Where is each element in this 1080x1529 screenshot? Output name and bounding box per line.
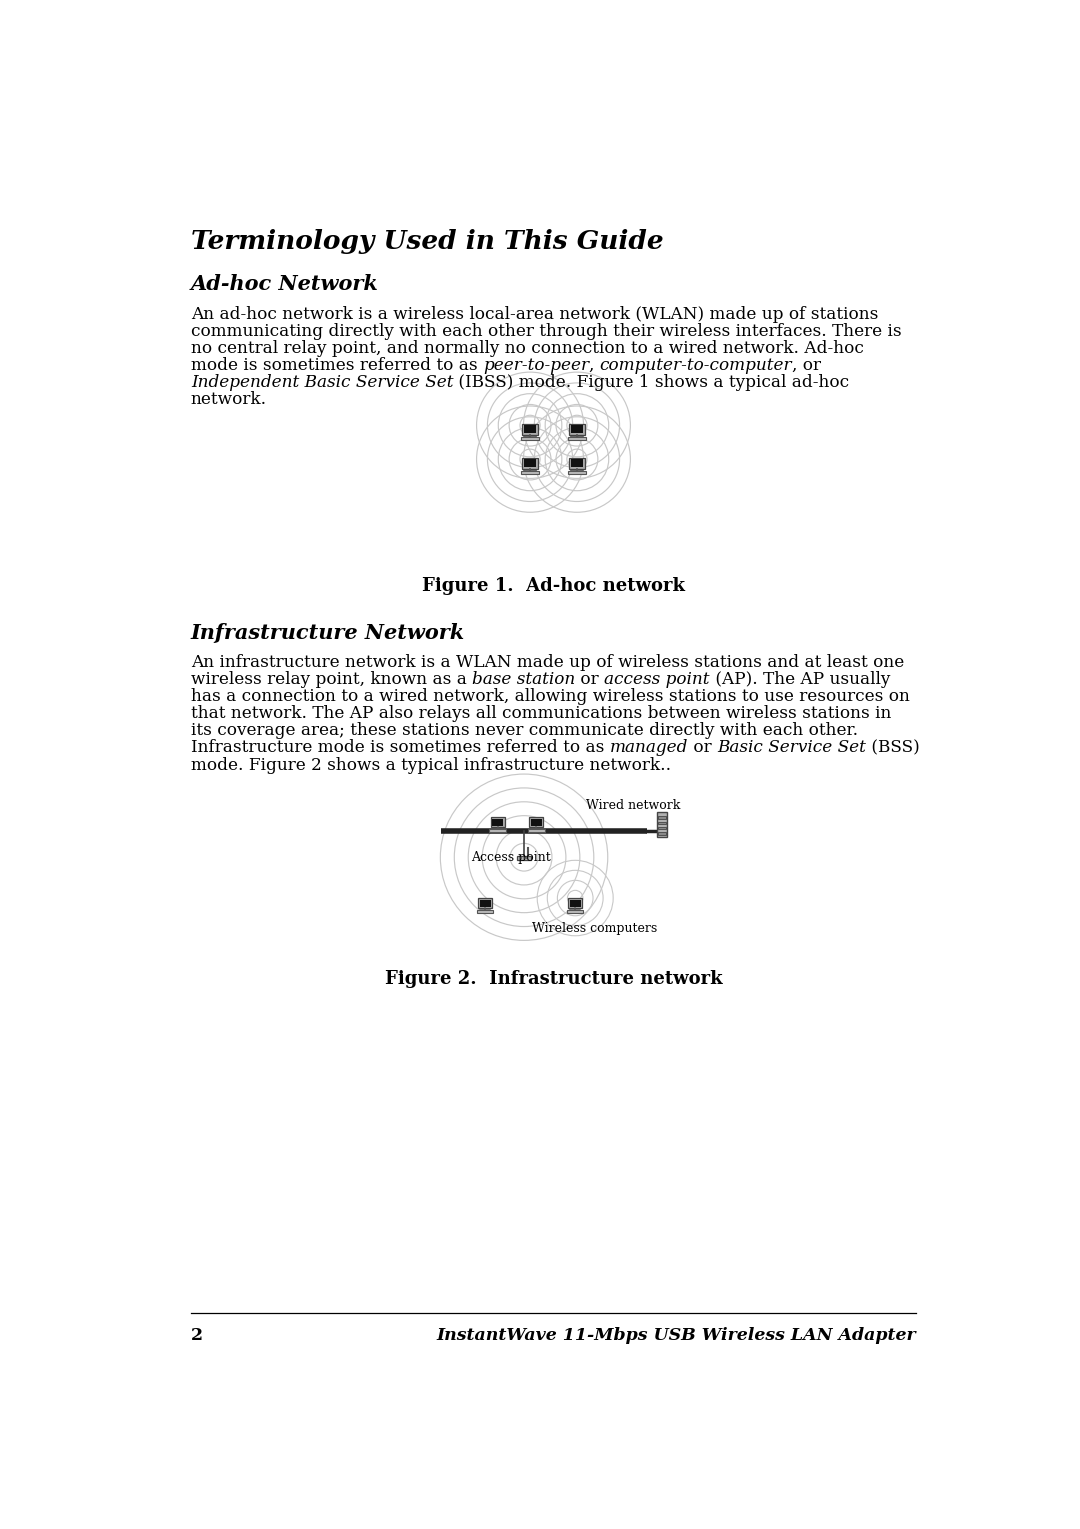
FancyBboxPatch shape: [521, 471, 539, 474]
FancyBboxPatch shape: [658, 832, 666, 835]
FancyBboxPatch shape: [492, 818, 503, 826]
Text: that network. The AP also relays all communications between wireless stations in: that network. The AP also relays all com…: [191, 705, 891, 722]
Text: computer-to-computer: computer-to-computer: [599, 358, 793, 375]
FancyBboxPatch shape: [567, 910, 583, 913]
Text: communicating directly with each other through their wireless interfaces. There : communicating directly with each other t…: [191, 323, 902, 339]
Text: no central relay point, and normally no connection to a wired network. Ad-hoc: no central relay point, and normally no …: [191, 339, 864, 358]
FancyBboxPatch shape: [571, 459, 583, 468]
FancyBboxPatch shape: [658, 821, 666, 824]
Text: Ad-hoc Network: Ad-hoc Network: [191, 274, 379, 294]
Text: Infrastructure mode is sometimes referred to as: Infrastructure mode is sometimes referre…: [191, 740, 609, 757]
Text: has a connection to a wired network, allowing wireless stations to use resources: has a connection to a wired network, all…: [191, 688, 909, 705]
FancyBboxPatch shape: [521, 437, 539, 440]
Text: mode is sometimes referred to as: mode is sometimes referred to as: [191, 358, 483, 375]
FancyBboxPatch shape: [478, 899, 492, 908]
Text: or: or: [688, 740, 717, 757]
Text: InstantWave 11-Mbps USB Wireless LAN Adapter: InstantWave 11-Mbps USB Wireless LAN Ada…: [436, 1327, 916, 1344]
FancyBboxPatch shape: [523, 457, 538, 469]
Text: wireless relay point, known as a: wireless relay point, known as a: [191, 671, 472, 688]
Text: , or: , or: [793, 358, 821, 375]
Text: Wireless computers: Wireless computers: [531, 922, 657, 934]
FancyBboxPatch shape: [568, 437, 586, 440]
Text: or: or: [576, 671, 605, 688]
FancyBboxPatch shape: [571, 425, 583, 433]
Text: ,: ,: [589, 358, 599, 375]
Text: Basic Service Set: Basic Service Set: [717, 740, 866, 757]
Text: (AP). The AP usually: (AP). The AP usually: [710, 671, 890, 688]
Circle shape: [523, 858, 525, 859]
Text: access point: access point: [605, 671, 710, 688]
Text: Wired network: Wired network: [586, 798, 680, 812]
FancyBboxPatch shape: [480, 899, 490, 907]
FancyBboxPatch shape: [568, 899, 582, 908]
Text: managed: managed: [609, 740, 688, 757]
FancyBboxPatch shape: [568, 471, 586, 474]
FancyBboxPatch shape: [490, 816, 504, 827]
Text: network.: network.: [191, 391, 267, 408]
FancyBboxPatch shape: [570, 899, 581, 907]
Text: (IBSS) mode. Figure 1 shows a typical ad-hoc: (IBSS) mode. Figure 1 shows a typical ad…: [454, 375, 850, 391]
FancyBboxPatch shape: [658, 816, 666, 820]
FancyBboxPatch shape: [531, 818, 542, 826]
FancyBboxPatch shape: [569, 457, 584, 469]
FancyBboxPatch shape: [528, 829, 544, 832]
Text: base station: base station: [472, 671, 576, 688]
Text: Infrastructure Network: Infrastructure Network: [191, 624, 465, 644]
Text: Figure 2.  Infrastructure network: Figure 2. Infrastructure network: [384, 969, 723, 988]
Text: Access point: Access point: [471, 852, 551, 864]
Text: An infrastructure network is a WLAN made up of wireless stations and at least on: An infrastructure network is a WLAN made…: [191, 654, 904, 671]
FancyBboxPatch shape: [524, 425, 536, 433]
Text: 2: 2: [191, 1327, 203, 1344]
Circle shape: [526, 858, 527, 859]
FancyBboxPatch shape: [657, 812, 667, 838]
FancyBboxPatch shape: [523, 424, 538, 434]
FancyBboxPatch shape: [517, 856, 531, 861]
FancyBboxPatch shape: [569, 424, 584, 434]
FancyBboxPatch shape: [489, 829, 505, 832]
FancyBboxPatch shape: [529, 816, 543, 827]
Text: Independent Basic Service Set: Independent Basic Service Set: [191, 375, 454, 391]
Text: (BSS): (BSS): [866, 740, 919, 757]
Text: mode. Figure 2 shows a typical infrastructure network..: mode. Figure 2 shows a typical infrastru…: [191, 757, 671, 774]
Text: its coverage area; these stations never communicate directly with each other.: its coverage area; these stations never …: [191, 722, 858, 740]
FancyBboxPatch shape: [658, 827, 666, 829]
Text: Figure 1.  Ad-hoc network: Figure 1. Ad-hoc network: [422, 576, 685, 595]
FancyBboxPatch shape: [524, 459, 536, 468]
Text: Terminology Used in This Guide: Terminology Used in This Guide: [191, 229, 663, 254]
FancyBboxPatch shape: [477, 910, 494, 913]
Circle shape: [521, 858, 523, 859]
Text: peer-to-peer: peer-to-peer: [483, 358, 589, 375]
Text: An ad-hoc network is a wireless local-area network (WLAN) made up of stations: An ad-hoc network is a wireless local-ar…: [191, 306, 878, 323]
